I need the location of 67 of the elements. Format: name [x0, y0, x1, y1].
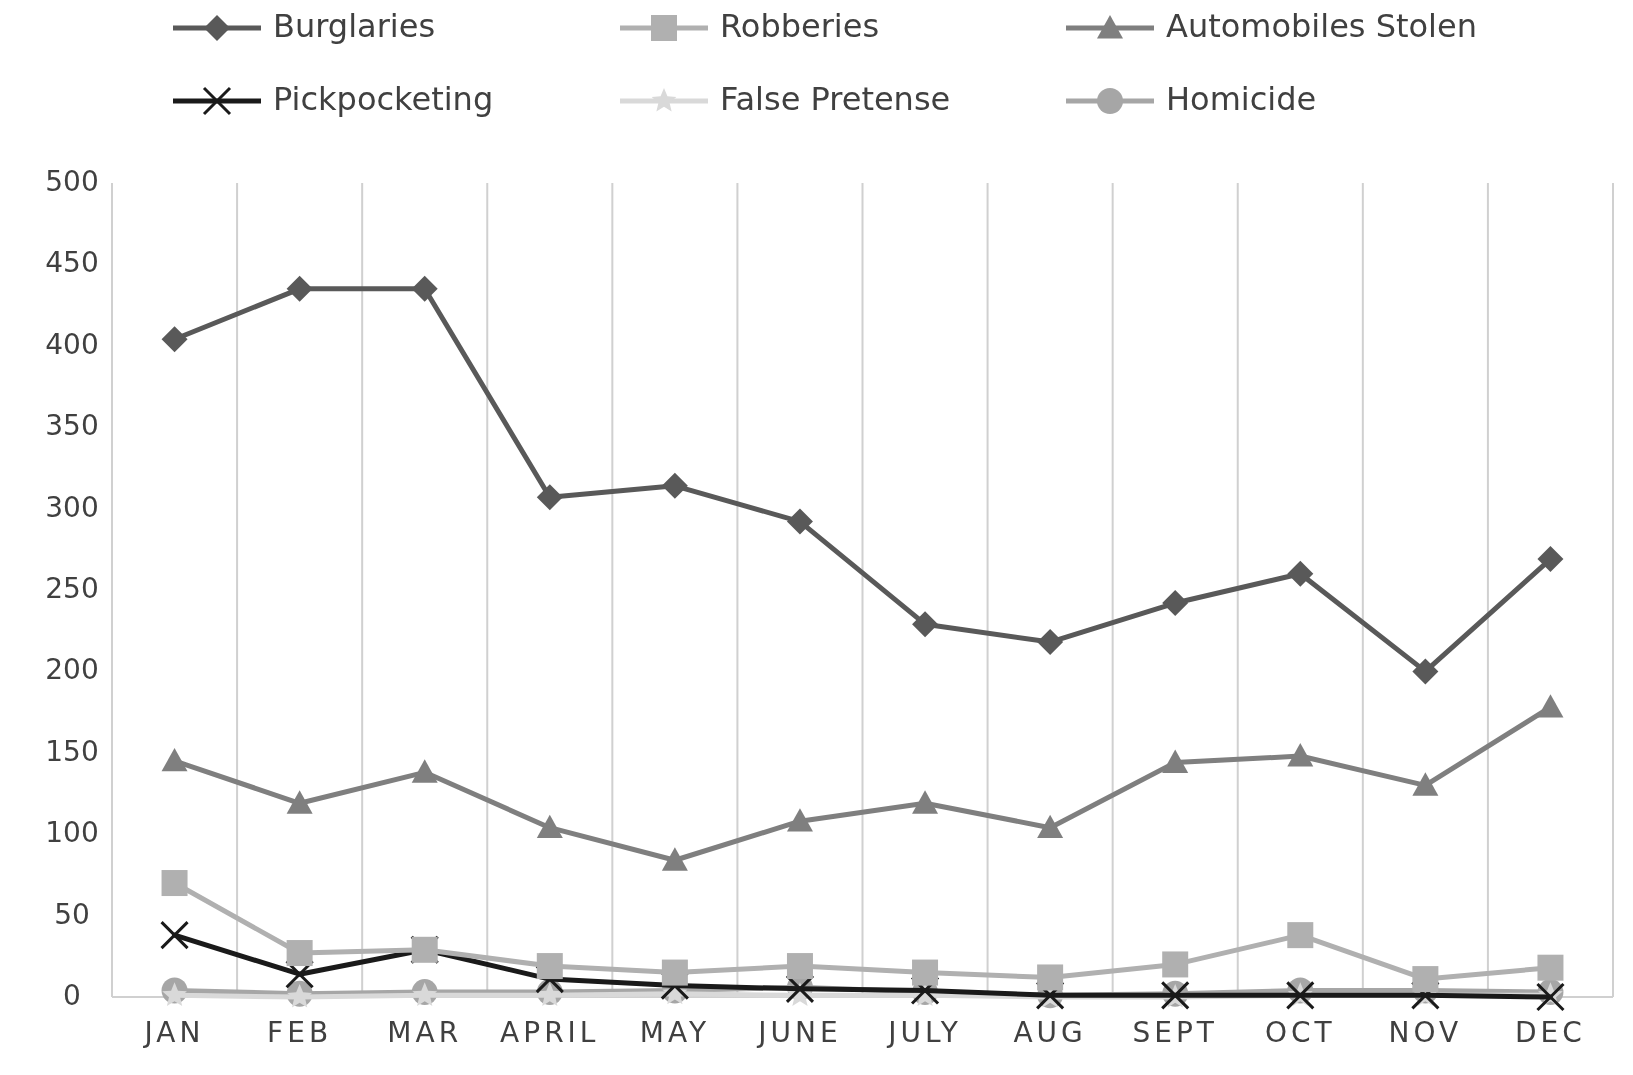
point — [1162, 951, 1189, 978]
point — [786, 953, 813, 980]
legend-label: Homicide — [1166, 80, 1317, 118]
point — [912, 790, 939, 814]
x-tick-label: SEPT — [1132, 1016, 1218, 1049]
point — [786, 808, 813, 832]
x-tick-label: JAN — [142, 1016, 205, 1049]
point — [162, 982, 187, 1006]
legend-label: Automobiles Stolen — [1166, 7, 1477, 45]
point — [286, 790, 313, 814]
point — [1287, 560, 1314, 587]
point — [161, 870, 188, 897]
point — [1162, 590, 1189, 617]
y-tick-label: 100 — [45, 816, 99, 850]
point — [912, 959, 939, 986]
x-tick-label: NOV — [1388, 1016, 1463, 1049]
point — [286, 940, 313, 967]
y-tick-label: 50 — [54, 897, 90, 931]
point — [536, 484, 563, 511]
point — [1537, 694, 1564, 718]
point — [160, 920, 190, 950]
point — [661, 959, 688, 986]
x-tick-label: JUNE — [756, 1016, 842, 1049]
point — [1535, 982, 1565, 1012]
y-tick-label: 250 — [45, 572, 99, 605]
x-tick-label: JULY — [886, 1016, 962, 1049]
point — [661, 472, 688, 499]
legend-label: Pickpocketing — [273, 80, 494, 118]
point — [1537, 954, 1564, 981]
x-tick-label: FEB — [267, 1016, 333, 1049]
point — [411, 759, 438, 783]
point — [1287, 922, 1314, 949]
y-tick-label: 150 — [45, 734, 99, 768]
legend-label: Burglaries — [273, 7, 436, 45]
point — [786, 508, 813, 535]
x-tick-label: APRIL — [500, 1016, 600, 1049]
point — [661, 847, 688, 871]
point — [1537, 546, 1564, 573]
point — [1412, 966, 1439, 993]
x-tick-label: MAY — [639, 1016, 710, 1049]
point — [1287, 743, 1314, 767]
y-tick-label: 300 — [45, 490, 99, 524]
point — [536, 814, 563, 839]
y-tick-label: 500 — [45, 165, 99, 198]
y-tick-label: 400 — [45, 327, 99, 361]
y-tick-label: 450 — [45, 246, 99, 280]
x-tick-label: DEC — [1515, 1016, 1586, 1049]
point — [1037, 814, 1064, 839]
point — [1412, 772, 1439, 796]
point — [1037, 964, 1064, 991]
point — [161, 326, 188, 353]
point — [286, 275, 313, 302]
x-tick-label: AUG — [1013, 1016, 1087, 1049]
point — [536, 953, 563, 980]
point — [912, 611, 939, 638]
point — [161, 747, 188, 772]
x-tick-label: OCT — [1264, 1016, 1336, 1049]
x-tick-label: MAR — [387, 1016, 463, 1049]
point — [1162, 749, 1189, 773]
legend-label: Robberies — [720, 7, 880, 45]
point — [411, 275, 438, 302]
y-tick-label: 0 — [63, 979, 81, 1012]
y-tick-label: 200 — [45, 653, 99, 687]
point — [1037, 629, 1064, 656]
y-tick-label: 350 — [45, 409, 99, 443]
legend-label: False Pretense — [720, 80, 951, 118]
point — [1412, 658, 1439, 685]
